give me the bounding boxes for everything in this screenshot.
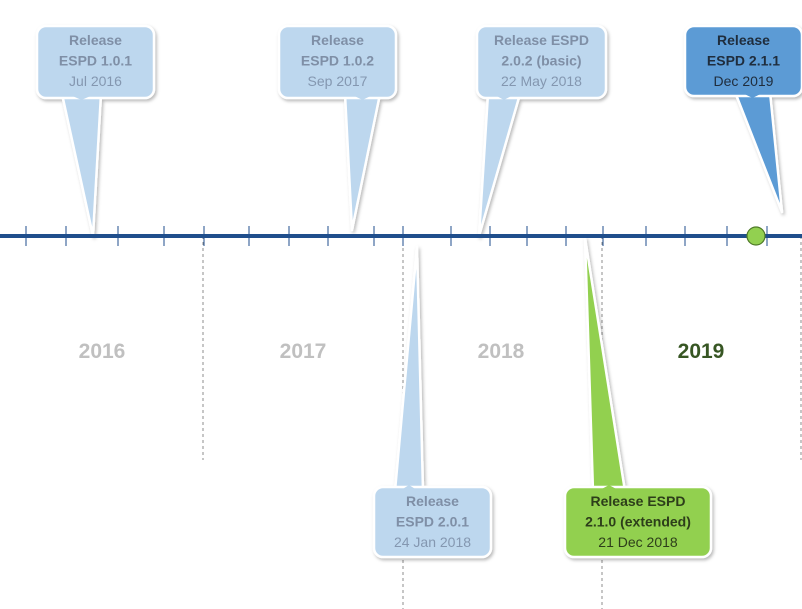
callout-seam (489, 92, 519, 100)
callout-title-line: Release (717, 32, 770, 48)
callout-title-line: Release (311, 32, 364, 48)
callout-pointer (583, 236, 627, 493)
year-label-2017: 2017 (280, 340, 327, 363)
callout-title-line: ESPD 1.0.2 (301, 53, 374, 69)
callout-title-line: 2.1.0 (extended) (585, 514, 691, 530)
callout-seam (736, 90, 769, 98)
callout-title-line: ESPD 2.1.1 (707, 53, 780, 69)
callout-date: Sep 2017 (308, 73, 368, 89)
callout-date: Jul 2016 (69, 73, 122, 89)
callout-date: 22 May 2018 (501, 73, 582, 89)
callout-date: 24 Jan 2018 (394, 534, 471, 550)
callout-pointer (393, 245, 425, 493)
today-marker-dot (746, 226, 766, 246)
timeline-axis (0, 226, 802, 246)
year-dividers (202, 236, 802, 609)
release-callouts: Release ESPD 1.0.1 Jul 2016 Release ESPD 1.0… (35, 24, 802, 559)
callout-title-line: ESPD 2.0.1 (396, 514, 469, 530)
callout-pointer (477, 92, 522, 238)
today-marker (746, 226, 766, 246)
callout-pointer (733, 90, 784, 214)
callout-seam (396, 485, 422, 493)
callout-seam (346, 92, 379, 100)
callout-box (372, 485, 493, 559)
callout-box (563, 485, 713, 559)
callout-release-2-1-0 (563, 236, 713, 559)
callout-pointer (343, 92, 382, 232)
callout-box (35, 24, 156, 100)
year-label-2019: 2019 (678, 340, 725, 363)
callout-title-line: Release (69, 32, 122, 48)
callout-box (475, 24, 608, 100)
year-label-2016: 2016 (79, 340, 126, 363)
callout-date: 21 Dec 2018 (598, 534, 678, 550)
year-labels: 2016 2017 2018 2019 (79, 340, 725, 363)
callout-release-1-0-2 (277, 24, 398, 232)
callout-release-2-0-2 (475, 24, 608, 238)
callout-title-line: ESPD 1.0.1 (59, 53, 132, 69)
callout-seam (594, 485, 624, 493)
callout-date: Dec 2019 (714, 73, 774, 89)
callout-box (277, 24, 398, 100)
callout-title-line: 2.0.2 (basic) (501, 53, 581, 69)
callout-title-line: Release ESPD (494, 32, 589, 48)
callout-release-2-1-1 (683, 24, 802, 214)
callout-release-2-0-1 (372, 245, 493, 559)
callout-title-line: Release ESPD (591, 493, 686, 509)
callout-title-line: Release (406, 493, 459, 509)
year-label-2018: 2018 (478, 340, 525, 363)
callout-pointer (60, 92, 103, 238)
callout-release-1-0-1 (35, 24, 156, 238)
callout-seam (63, 92, 100, 100)
callout-box (683, 24, 802, 98)
